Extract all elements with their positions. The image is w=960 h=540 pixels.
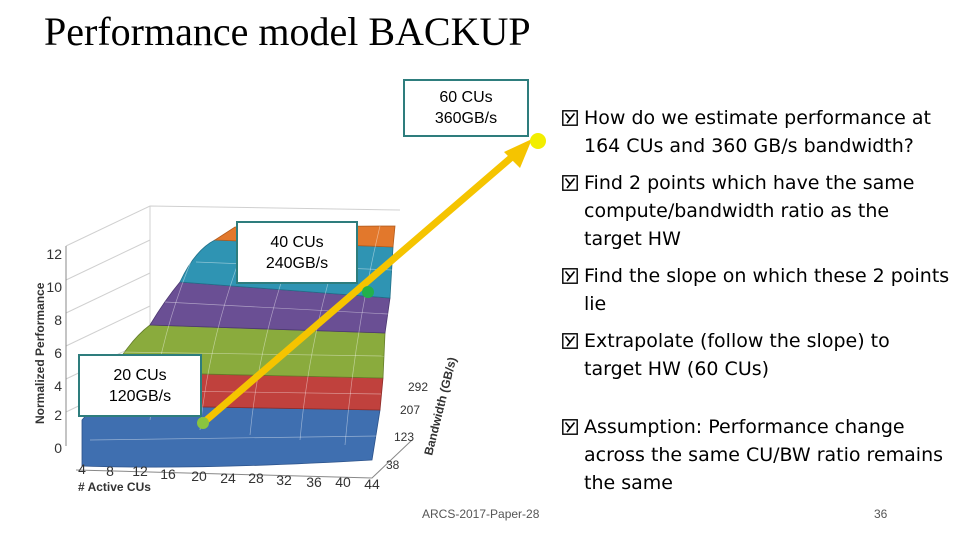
bullet-item: Assumption: Performance change across th… [562,413,952,497]
callout-line2: 120GB/s [108,388,172,405]
bullet-text: Find 2 points which have the same comput… [584,172,915,250]
bullet-text: Extrapolate (follow the slope) to target… [584,330,890,380]
x-tick: 24 [220,470,236,486]
x-tick: 16 [160,466,176,482]
y-tick: 8 [54,312,62,328]
x-tick: 28 [248,470,264,486]
y-tick: 0 [54,440,62,456]
page-number: 36 [874,507,888,521]
footer-text: ARCS-2017-Paper-28 [422,507,540,521]
callout-40cu: 40 CUs 240GB/s [236,221,358,284]
target-point-60cu [530,133,546,149]
x-tick: 4 [78,461,86,477]
y-tick: 12 [46,246,62,262]
bullet-item: How do we estimate performance at 164 CU… [562,104,952,160]
checkbox-y-icon [562,110,578,126]
callout-line2: 240GB/s [265,255,329,272]
y-tick: 4 [54,378,62,394]
bullet-item: Extrapolate (follow the slope) to target… [562,327,952,383]
callout-60cu: 60 CUs 360GB/s [403,79,529,137]
x-tick: 12 [132,463,148,479]
callout-line1: 20 CUs [113,367,167,384]
bw-tick: 123 [394,430,414,444]
checkbox-y-icon [562,333,578,349]
bw-tick: 38 [386,458,400,472]
bullet-list: How do we estimate performance at 164 CU… [562,104,952,506]
slide-title: Performance model BACKUP [44,9,531,54]
checkbox-y-icon [562,268,578,284]
x-tick: 20 [191,468,207,484]
point-20cu [197,417,209,429]
bw-tick: 292 [408,380,428,394]
extrapolation-arrow [199,139,532,427]
bandwidth-ticks: 292 207 123 38 [386,380,428,472]
chart-axes [65,246,413,479]
bullet-item: Find the slope on which these 2 points l… [562,262,952,318]
callout-20cu: 20 CUs 120GB/s [78,354,202,417]
x-tick: 44 [364,476,380,492]
bullet-text: Find the slope on which these 2 points l… [584,265,950,315]
y-tick: 6 [54,345,62,361]
x-axis-ticks: 4 8 12 16 20 24 28 32 36 40 44 [78,461,380,492]
bullet-text: How do we estimate performance at 164 CU… [584,107,931,157]
bullet-item: Find 2 points which have the same comput… [562,169,952,253]
bullet-text: Assumption: Performance change across th… [584,416,944,494]
callout-line1: 60 CUs [439,89,493,106]
checkbox-y-icon [562,175,578,191]
x-tick: 36 [306,474,322,490]
x-tick: 8 [106,463,114,479]
x-tick: 32 [276,472,292,488]
bw-tick: 207 [400,403,420,417]
checkbox-y-icon [562,419,578,435]
y-axis-ticks: 12 10 8 6 4 2 0 [46,246,62,456]
x-tick: 40 [335,474,351,490]
y-tick: 2 [54,407,62,423]
y-axis-label: Normalized Performance [33,282,47,424]
callout-line1: 40 CUs [270,234,324,251]
y-tick: 10 [46,279,62,295]
surface-band-blue [81,404,381,468]
bandwidth-axis-label: Bandwidth (GB/s) [421,356,459,457]
x-axis-label: # Active CUs [78,480,151,494]
point-40cu [362,286,374,298]
callout-line2: 360GB/s [434,110,498,127]
